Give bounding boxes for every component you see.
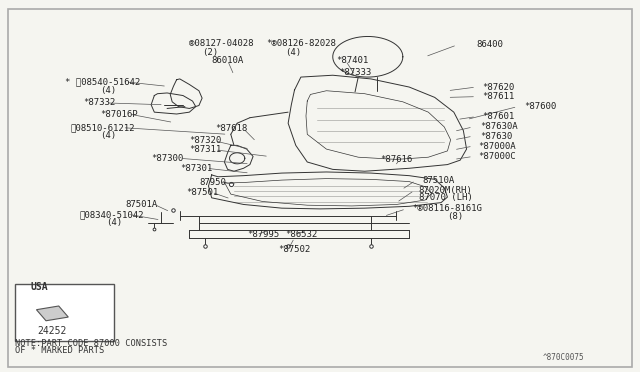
Text: (4): (4) <box>106 218 123 227</box>
Text: 87510A: 87510A <box>422 176 454 185</box>
Text: *87300: *87300 <box>151 154 184 163</box>
Text: *87301: *87301 <box>180 164 212 173</box>
Text: ^870C0075: ^870C0075 <box>543 353 585 362</box>
Text: *87016P: *87016P <box>100 109 138 119</box>
Text: 87070 (LH): 87070 (LH) <box>419 193 472 202</box>
Text: *87311: *87311 <box>189 145 221 154</box>
Text: (4): (4) <box>100 131 116 140</box>
Text: 24252: 24252 <box>37 326 67 336</box>
Text: *87995: *87995 <box>246 230 279 239</box>
Text: Ⓜ08510-61212: Ⓜ08510-61212 <box>70 123 134 132</box>
Bar <box>15 284 114 341</box>
Text: *®08116-8161G: *®08116-8161G <box>412 204 483 214</box>
Text: *87630: *87630 <box>481 132 513 141</box>
Polygon shape <box>36 306 68 321</box>
Text: 87020M(RH): 87020M(RH) <box>419 186 472 195</box>
Text: *87000C: *87000C <box>478 152 516 161</box>
Text: *87611: *87611 <box>483 92 515 101</box>
Text: (8): (8) <box>447 212 463 221</box>
Text: *86532: *86532 <box>285 230 317 239</box>
Text: * Ⓜ08540-51642: * Ⓜ08540-51642 <box>65 77 140 86</box>
Text: (4): (4) <box>100 86 116 94</box>
Text: Ⓜ08340-51042: Ⓜ08340-51042 <box>80 210 144 219</box>
Text: *87333: *87333 <box>339 68 371 77</box>
Text: *87401: *87401 <box>336 56 368 65</box>
Text: *87620: *87620 <box>483 83 515 92</box>
Text: *87501: *87501 <box>186 188 218 197</box>
Text: *87502: *87502 <box>278 245 311 254</box>
Text: *87616: *87616 <box>381 155 413 164</box>
Text: *87000A: *87000A <box>478 142 516 151</box>
Text: 87501A: 87501A <box>125 200 158 209</box>
Text: *87601: *87601 <box>483 112 515 121</box>
Text: *87332: *87332 <box>83 99 115 108</box>
Text: ®08127-04028: ®08127-04028 <box>189 39 254 48</box>
Text: *87618: *87618 <box>215 124 247 133</box>
Text: *87600: *87600 <box>524 102 556 111</box>
Text: 87950: 87950 <box>199 178 226 187</box>
Text: *87630A: *87630A <box>481 122 518 131</box>
Text: *87320: *87320 <box>189 137 221 145</box>
Text: *®08126-82028: *®08126-82028 <box>266 39 336 48</box>
Text: 86010A: 86010A <box>212 56 244 65</box>
Text: (4): (4) <box>285 48 301 57</box>
Text: OF * MARKED PARTS: OF * MARKED PARTS <box>15 346 105 355</box>
Text: NOTE:PART CODE 87000 CONSISTS: NOTE:PART CODE 87000 CONSISTS <box>15 339 168 347</box>
Text: USA: USA <box>30 282 48 292</box>
Text: 86400: 86400 <box>476 41 503 49</box>
Text: (2): (2) <box>202 48 218 57</box>
